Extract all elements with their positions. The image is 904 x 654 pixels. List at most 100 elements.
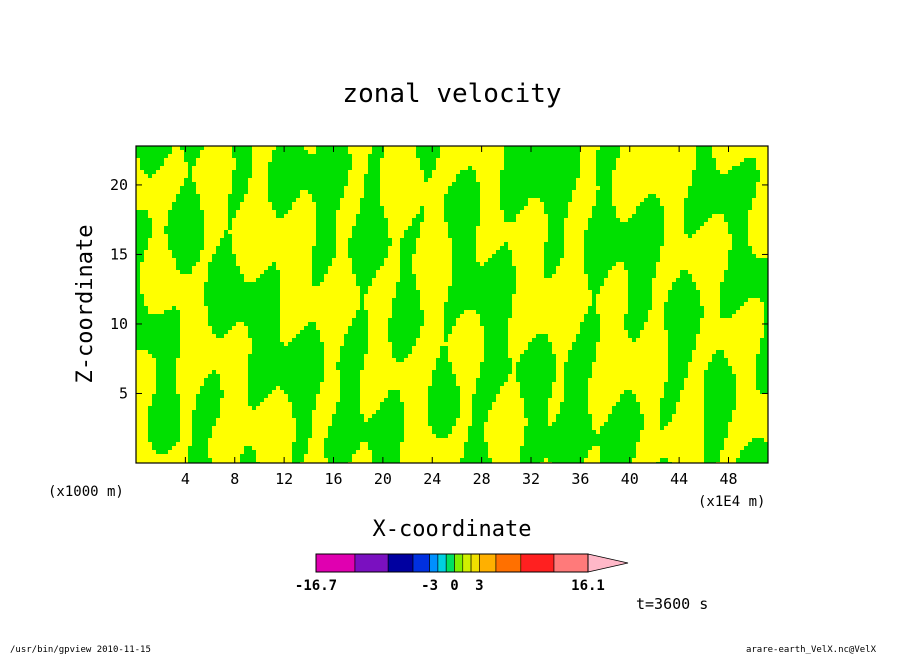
velocity-cell (552, 162, 556, 166)
velocity-cell (224, 278, 228, 282)
velocity-cell (164, 342, 168, 346)
velocity-cell (592, 346, 596, 350)
velocity-cell (316, 342, 320, 346)
velocity-cell (456, 174, 460, 178)
velocity-cell (364, 242, 368, 246)
velocity-cell (220, 262, 224, 266)
velocity-cell (532, 150, 536, 154)
velocity-cell (720, 382, 724, 386)
velocity-cell (196, 250, 200, 254)
velocity-cell (544, 154, 548, 158)
velocity-cell (644, 242, 648, 246)
velocity-cell (392, 302, 396, 306)
velocity-cell (188, 158, 192, 162)
velocity-cell (528, 362, 532, 366)
velocity-cell (632, 266, 636, 270)
velocity-cell (736, 218, 740, 222)
velocity-cell (320, 146, 324, 150)
velocity-cell (216, 306, 220, 310)
velocity-cell (744, 198, 748, 202)
velocity-cell (468, 218, 472, 222)
velocity-cell (524, 398, 528, 402)
velocity-cell (352, 242, 356, 246)
velocity-cell (524, 158, 528, 162)
velocity-cell (580, 378, 584, 382)
velocity-cell (584, 250, 588, 254)
velocity-cell (564, 194, 568, 198)
velocity-cell (656, 206, 660, 210)
velocity-cell (460, 174, 464, 178)
velocity-cell (380, 402, 384, 406)
velocity-cell (512, 274, 516, 278)
velocity-cell (292, 374, 296, 378)
velocity-cell (368, 282, 372, 286)
velocity-cell (636, 222, 640, 226)
velocity-cell (624, 394, 628, 398)
velocity-cell (748, 166, 752, 170)
velocity-cell (352, 378, 356, 382)
velocity-cell (256, 326, 260, 330)
velocity-cell (412, 290, 416, 294)
velocity-cell (692, 178, 696, 182)
velocity-cell (520, 190, 524, 194)
velocity-cell (196, 234, 200, 238)
velocity-cell (420, 218, 424, 222)
velocity-cell (412, 282, 416, 286)
velocity-cell (632, 406, 636, 410)
velocity-cell (140, 166, 144, 170)
velocity-cell (536, 410, 540, 414)
velocity-cell (396, 326, 400, 330)
velocity-cell (756, 174, 760, 178)
velocity-cell (340, 362, 344, 366)
velocity-cell (292, 346, 296, 350)
velocity-cell (168, 374, 172, 378)
velocity-cell (320, 226, 324, 230)
velocity-cell (344, 406, 348, 410)
velocity-cell (292, 354, 296, 358)
velocity-cell (580, 398, 584, 402)
velocity-cell (708, 214, 712, 218)
velocity-cell (184, 246, 188, 250)
velocity-cell (400, 302, 404, 306)
velocity-cell (544, 406, 548, 410)
velocity-cell (628, 318, 632, 322)
velocity-cell (524, 390, 528, 394)
velocity-cell (176, 310, 180, 314)
velocity-cell (340, 414, 344, 418)
velocity-cell (172, 210, 176, 214)
velocity-cell (408, 270, 412, 274)
velocity-cell (676, 282, 680, 286)
velocity-cell (180, 186, 184, 190)
velocity-cell (276, 154, 280, 158)
velocity-cell (188, 234, 192, 238)
velocity-cell (268, 330, 272, 334)
velocity-cell (732, 222, 736, 226)
velocity-cell (240, 278, 244, 282)
velocity-cell (268, 334, 272, 338)
velocity-cell (736, 190, 740, 194)
velocity-cell (564, 158, 568, 162)
velocity-cell (516, 362, 520, 366)
velocity-cell (492, 342, 496, 346)
velocity-cell (532, 194, 536, 198)
velocity-cell (684, 230, 688, 234)
velocity-cell (556, 202, 560, 206)
velocity-cell (288, 202, 292, 206)
velocity-cell (576, 382, 580, 386)
velocity-cell (152, 346, 156, 350)
velocity-cell (496, 258, 500, 262)
velocity-cell (708, 182, 712, 186)
velocity-cell (364, 234, 368, 238)
velocity-cell (484, 262, 488, 266)
velocity-cell (492, 278, 496, 282)
velocity-cell (636, 258, 640, 262)
velocity-cell (140, 162, 144, 166)
velocity-cell (372, 194, 376, 198)
velocity-cell (628, 302, 632, 306)
velocity-cell (504, 162, 508, 166)
velocity-cell (352, 226, 356, 230)
velocity-cell (332, 182, 336, 186)
velocity-cell (376, 410, 380, 414)
velocity-cell (636, 302, 640, 306)
velocity-cell (268, 298, 272, 302)
